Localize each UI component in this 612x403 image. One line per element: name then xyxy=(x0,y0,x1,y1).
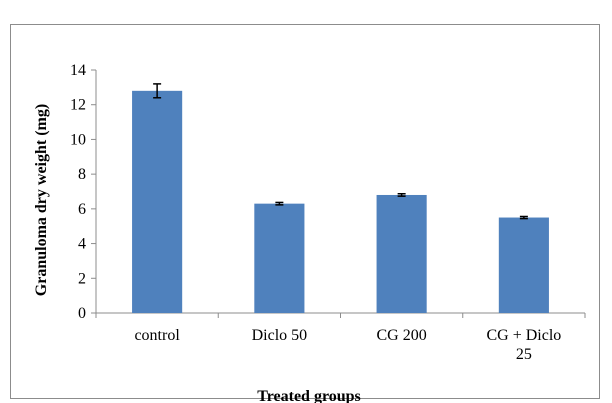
bar xyxy=(376,194,427,313)
x-tick-label: CG + Diclo 25 xyxy=(486,327,561,363)
x-axis-title: Treated groups xyxy=(257,388,361,403)
x-axis: control Diclo 50 CG 200 CG + Diclo 25 xyxy=(95,312,586,363)
bar xyxy=(132,90,183,313)
y-tick-label: 10 xyxy=(70,131,86,148)
x-tick-label: CG 200 xyxy=(377,327,427,344)
bar xyxy=(254,203,305,313)
bar xyxy=(498,217,549,313)
y-tick-label: 6 xyxy=(78,201,86,218)
y-axis: 0 2 4 6 8 10 12 14 xyxy=(70,62,97,322)
x-tick-label: control xyxy=(134,327,180,344)
y-tick-label: 12 xyxy=(70,97,86,114)
y-tick-label: 14 xyxy=(70,62,86,79)
y-tick-label: 4 xyxy=(78,236,86,253)
y-axis-title: Granuloma dry weight (mg) xyxy=(33,104,50,296)
y-tick-label: 8 xyxy=(78,166,86,183)
y-tick-label: 0 xyxy=(78,305,86,322)
bars xyxy=(132,83,549,313)
x-tick-label: Diclo 50 xyxy=(252,327,308,344)
chart-frame xyxy=(10,24,600,399)
y-tick-label: 2 xyxy=(78,270,86,287)
